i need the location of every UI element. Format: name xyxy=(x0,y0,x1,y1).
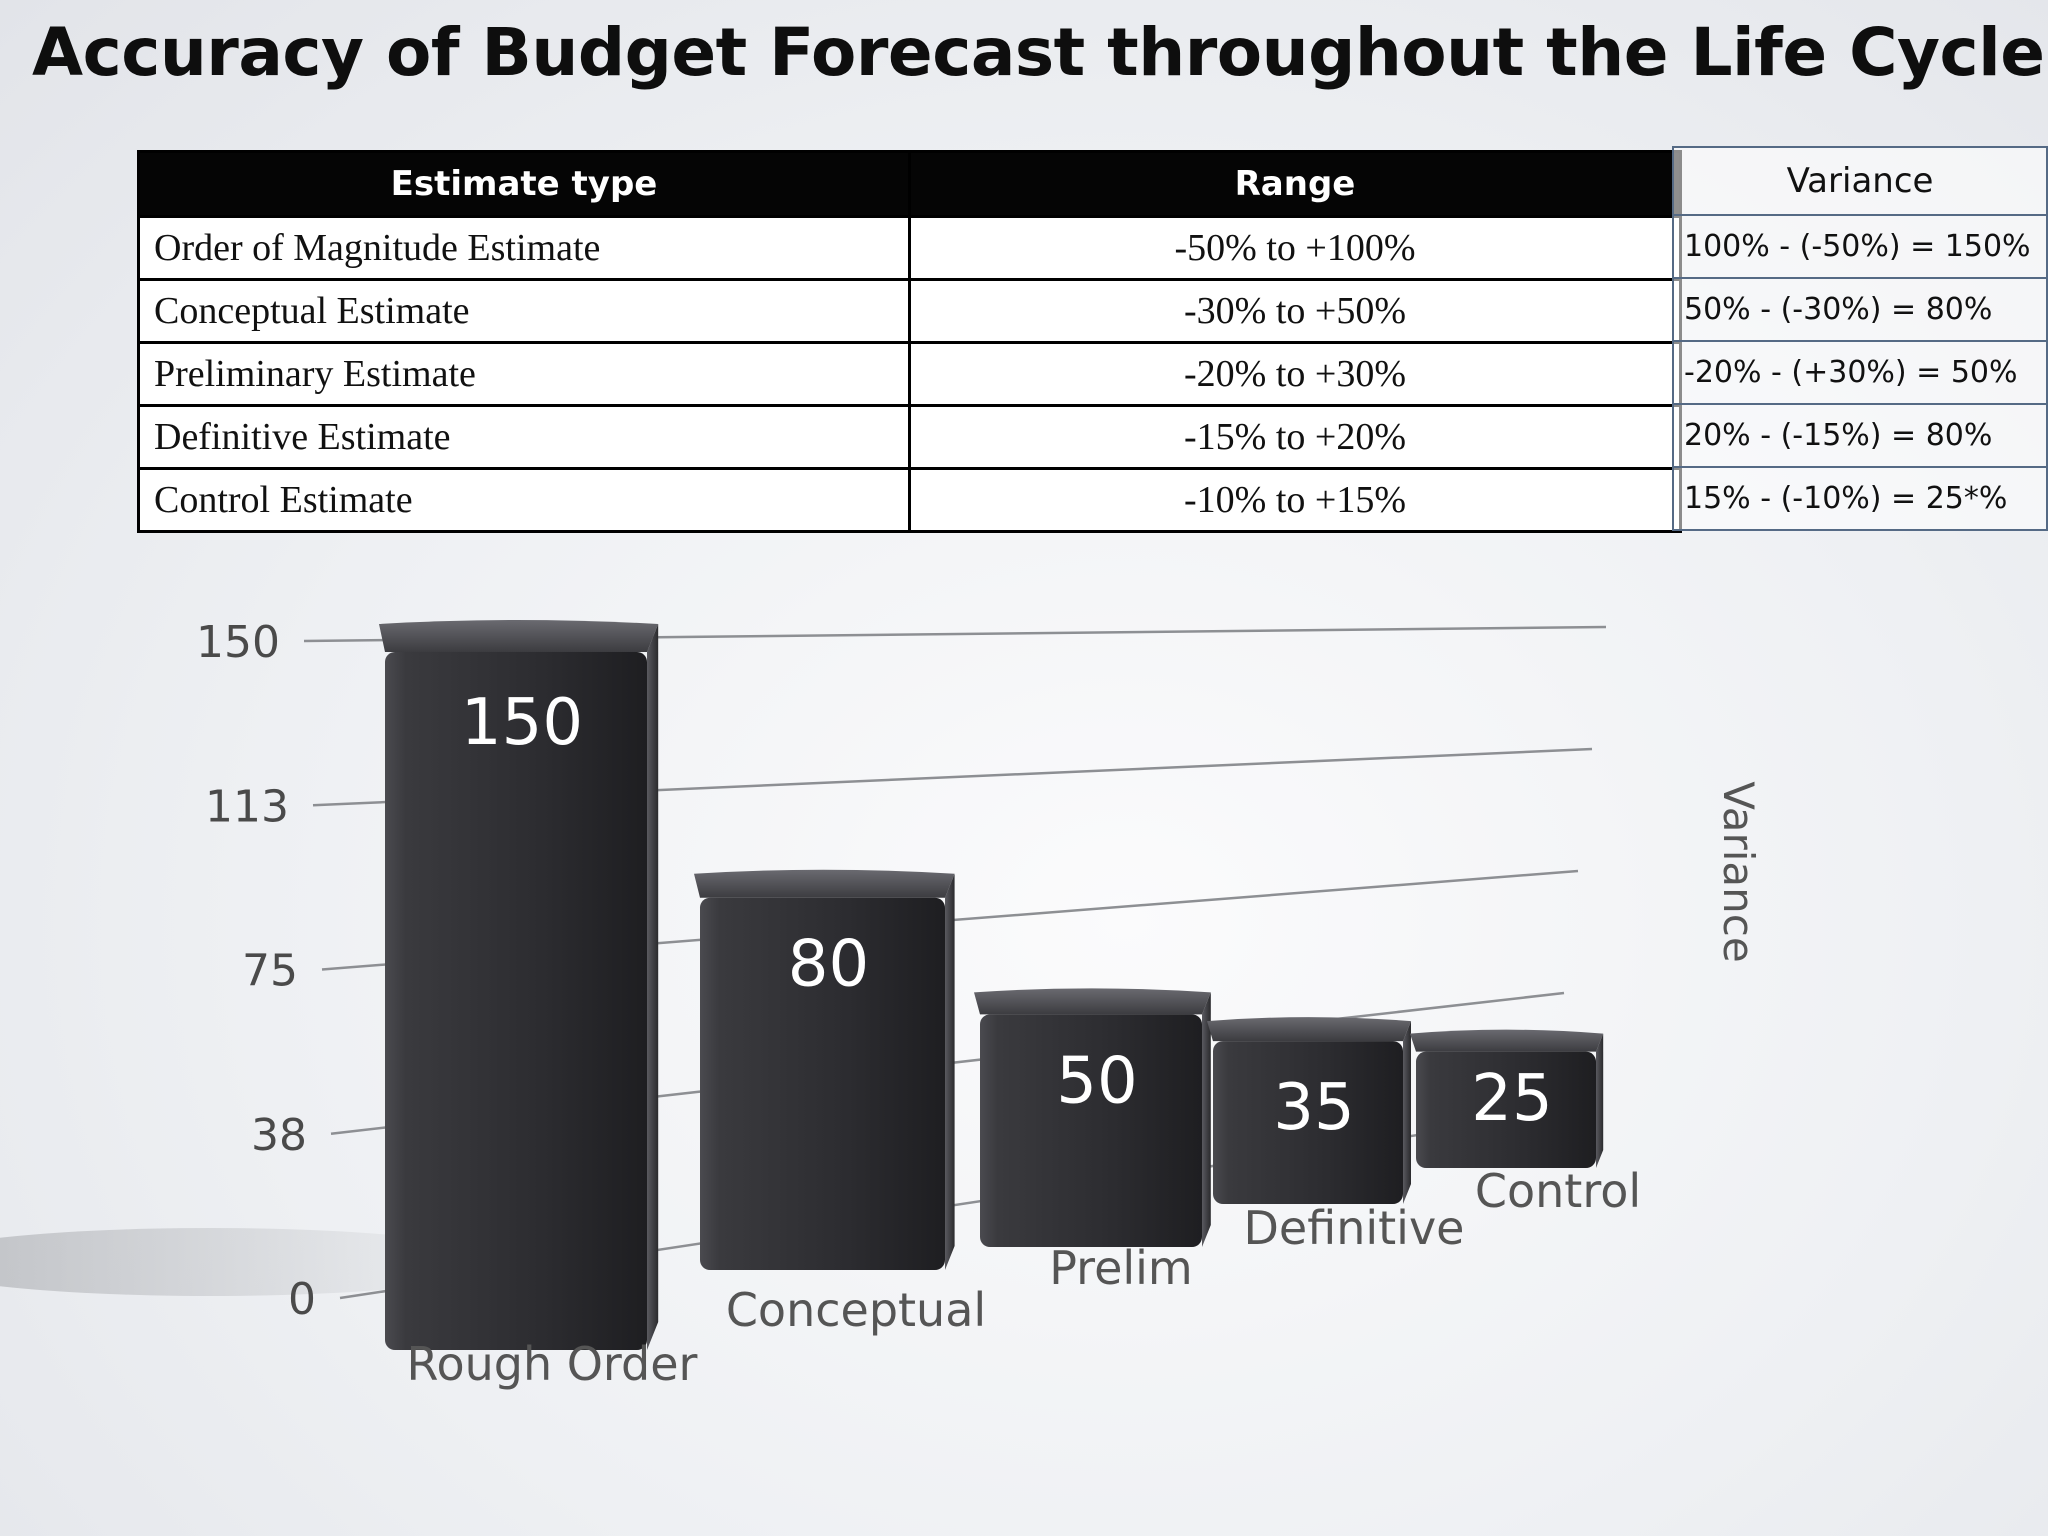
y-tick-label: 0 xyxy=(288,1274,316,1325)
slide-title: Accuracy of Budget Forecast throughout t… xyxy=(32,14,2045,91)
bar-side xyxy=(1202,992,1211,1247)
bar-value-label: 150 xyxy=(461,686,583,760)
range-cell: -20% to +30% xyxy=(908,341,1682,407)
variance-cell: 20% - (-15%) = 80% xyxy=(1672,403,2048,468)
table-row: Control Estimate -10% to +15% xyxy=(137,467,1682,533)
estimate-type-cell: Preliminary Estimate xyxy=(137,341,911,407)
bar xyxy=(1213,1041,1403,1204)
y-tick-label: 113 xyxy=(205,781,289,832)
bar-top xyxy=(694,869,955,898)
estimate-type-header: Estimate type xyxy=(137,150,911,218)
x-category-label: Definitive xyxy=(1244,1201,1465,1255)
bar-side xyxy=(647,624,659,1350)
x-category-label: Prelim xyxy=(1049,1241,1193,1295)
estimate-type-cell: Definitive Estimate xyxy=(137,404,911,470)
estimate-type-cell: Order of Magnitude Estimate xyxy=(137,215,911,281)
table-row: Preliminary Estimate -20% to +30% xyxy=(137,341,1682,407)
y-tick-label: 150 xyxy=(196,617,280,668)
bar xyxy=(1416,1051,1596,1168)
estimate-type-cell: Conceptual Estimate xyxy=(137,278,911,344)
y-tick-label: 75 xyxy=(242,946,298,997)
floor-shadow xyxy=(0,1228,510,1296)
bar-side xyxy=(1403,1021,1411,1204)
bar-top xyxy=(974,988,1211,1015)
bar xyxy=(980,1014,1202,1247)
range-cell: -15% to +20% xyxy=(908,404,1682,470)
variance-cell: 100% - (-50%) = 150% xyxy=(1672,214,2048,279)
table-row: Conceptual Estimate -30% to +50% xyxy=(137,278,1682,344)
bar xyxy=(385,652,647,1350)
y-axis-title: Variance xyxy=(1714,781,1763,962)
x-category-label: Control xyxy=(1475,1164,1641,1218)
variance-table: Variance 100% - (-50%) = 150% 50% - (-30… xyxy=(1672,146,2048,531)
y-tick-label: 38 xyxy=(251,1110,307,1161)
variance-header: Variance xyxy=(1672,146,2048,216)
range-cell: -50% to +100% xyxy=(908,215,1682,281)
variance-cell: -20% - (+30%) = 50% xyxy=(1672,340,2048,405)
x-category-label: Rough Order xyxy=(407,1337,698,1391)
x-category-label: Conceptual xyxy=(726,1283,986,1337)
table-row: Definitive Estimate -15% to +20% xyxy=(137,404,1682,470)
bar-value-label: 50 xyxy=(1056,1044,1137,1118)
bar-top xyxy=(379,620,659,652)
bar-value-label: 25 xyxy=(1471,1062,1552,1136)
bar-top xyxy=(1410,1029,1604,1052)
estimate-range-table: Estimate type Range Order of Magnitude E… xyxy=(137,150,1682,533)
bar-value-label: 35 xyxy=(1273,1071,1354,1145)
bar-side xyxy=(945,873,955,1270)
estimate-type-cell: Control Estimate xyxy=(137,467,911,533)
table-row: Order of Magnitude Estimate -50% to +100… xyxy=(137,215,1682,281)
variance-cell: 15% - (-10%) = 25*% xyxy=(1672,466,2048,531)
bar-value-label: 80 xyxy=(788,928,869,1002)
range-cell: -10% to +15% xyxy=(908,467,1682,533)
variance-cell: 50% - (-30%) = 80% xyxy=(1672,277,2048,342)
range-header: Range xyxy=(908,150,1682,218)
bar-side xyxy=(1596,1033,1604,1168)
bar-top xyxy=(1207,1017,1411,1042)
bar xyxy=(700,897,945,1270)
range-cell: -30% to +50% xyxy=(908,278,1682,344)
